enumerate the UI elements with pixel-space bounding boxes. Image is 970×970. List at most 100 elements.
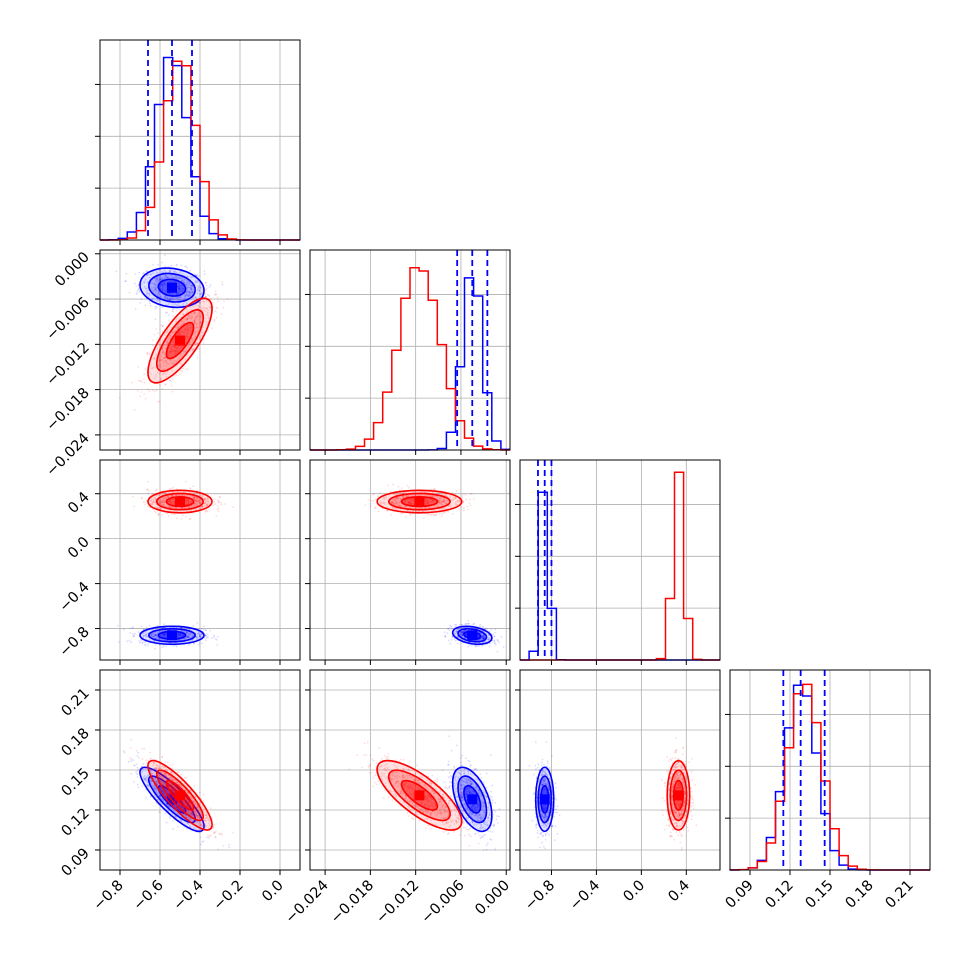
scatter-point [433,514,436,517]
scatter-point [171,363,174,365]
scatter-point [160,365,163,368]
scatter-point [187,635,190,638]
scatter-point [186,282,189,285]
scatter-point [212,504,215,507]
scatter-point [146,292,149,295]
scatter-point [169,296,172,299]
scatter-point [160,324,163,327]
scatter-point [130,758,133,761]
scatter-point [183,321,185,324]
scatter-point [161,325,164,328]
scatter-point [186,327,188,330]
scatter-point [200,632,203,635]
scatter-point [158,278,161,280]
scatter-point [131,633,134,635]
scatter-point [144,278,147,281]
scatter-point [190,312,193,315]
scatter-point [172,350,175,352]
scatter-point [199,300,202,303]
scatter-point [150,633,153,636]
scatter-point [170,384,173,387]
scatter-point [178,633,181,636]
scatter-point [161,349,164,351]
scatter-point [177,282,180,285]
scatter-point [160,359,163,362]
scatter-point [176,633,179,636]
scatter-point [170,297,173,300]
scatter-point [458,508,461,510]
scatter-point [130,772,133,775]
scatter-point [176,278,178,280]
panel-content [115,254,229,411]
panel-2-0 [95,459,301,665]
scatter-point [213,501,216,503]
scatter-point [146,645,149,647]
scatter-point [182,638,185,640]
scatter-point [164,276,166,278]
scatter-point [198,289,201,292]
scatter-point [191,340,194,343]
scatter-point [175,351,178,354]
scatter-point [173,349,176,352]
scatter-point [191,315,194,318]
scatter-point [150,273,153,276]
scatter-point [447,627,449,630]
scatter-point [135,771,138,774]
scatter-point [166,277,168,279]
scatter-point [181,277,184,280]
scatter-point [155,488,158,491]
scatter-point [171,308,174,311]
scatter-point [179,361,182,364]
scatter-point [186,328,189,331]
scatter-point [136,289,139,292]
scatter-point [165,296,168,299]
scatter-point [160,638,163,641]
scatter-point [204,320,207,322]
scatter-point [173,297,175,300]
scatter-point [163,283,166,286]
scatter-point [177,333,180,336]
scatter-point [447,510,450,513]
scatter-point [171,310,174,313]
scatter-point [154,318,157,320]
scatter-point [129,632,132,634]
scatter-point [454,639,457,642]
scatter-point [158,358,161,360]
scatter-point [177,633,180,636]
scatter-point [196,622,199,624]
scatter-point [182,313,184,316]
scatter-point [136,766,139,769]
scatter-point [165,290,168,293]
scatter-point [186,318,189,321]
scatter-point [169,380,172,382]
scatter-point [174,276,177,278]
scatter-point [190,286,192,289]
scatter-point [154,286,157,288]
scatter-point [189,291,192,293]
scatter-point [153,286,155,289]
scatter-point [136,770,139,772]
scatter-point [161,285,164,288]
scatter-point [193,337,196,339]
scatter-point [157,263,160,266]
scatter-point [199,836,202,839]
scatter-point [160,278,163,281]
scatter-point [195,296,198,299]
scatter-point [143,281,146,284]
scatter-point [372,493,374,496]
scatter-point [214,290,217,293]
scatter-point [493,642,496,645]
scatter-point [186,318,189,321]
scatter-point [438,512,441,515]
scatter-point [132,759,135,762]
scatter-point [204,296,207,298]
scatter-point [154,635,157,638]
scatter-point [224,503,226,505]
scatter-point [159,359,162,361]
scatter-point [163,633,166,636]
scatter-point [185,334,188,337]
scatter-point [186,290,189,293]
scatter-point [186,317,189,319]
scatter-point [213,318,216,321]
